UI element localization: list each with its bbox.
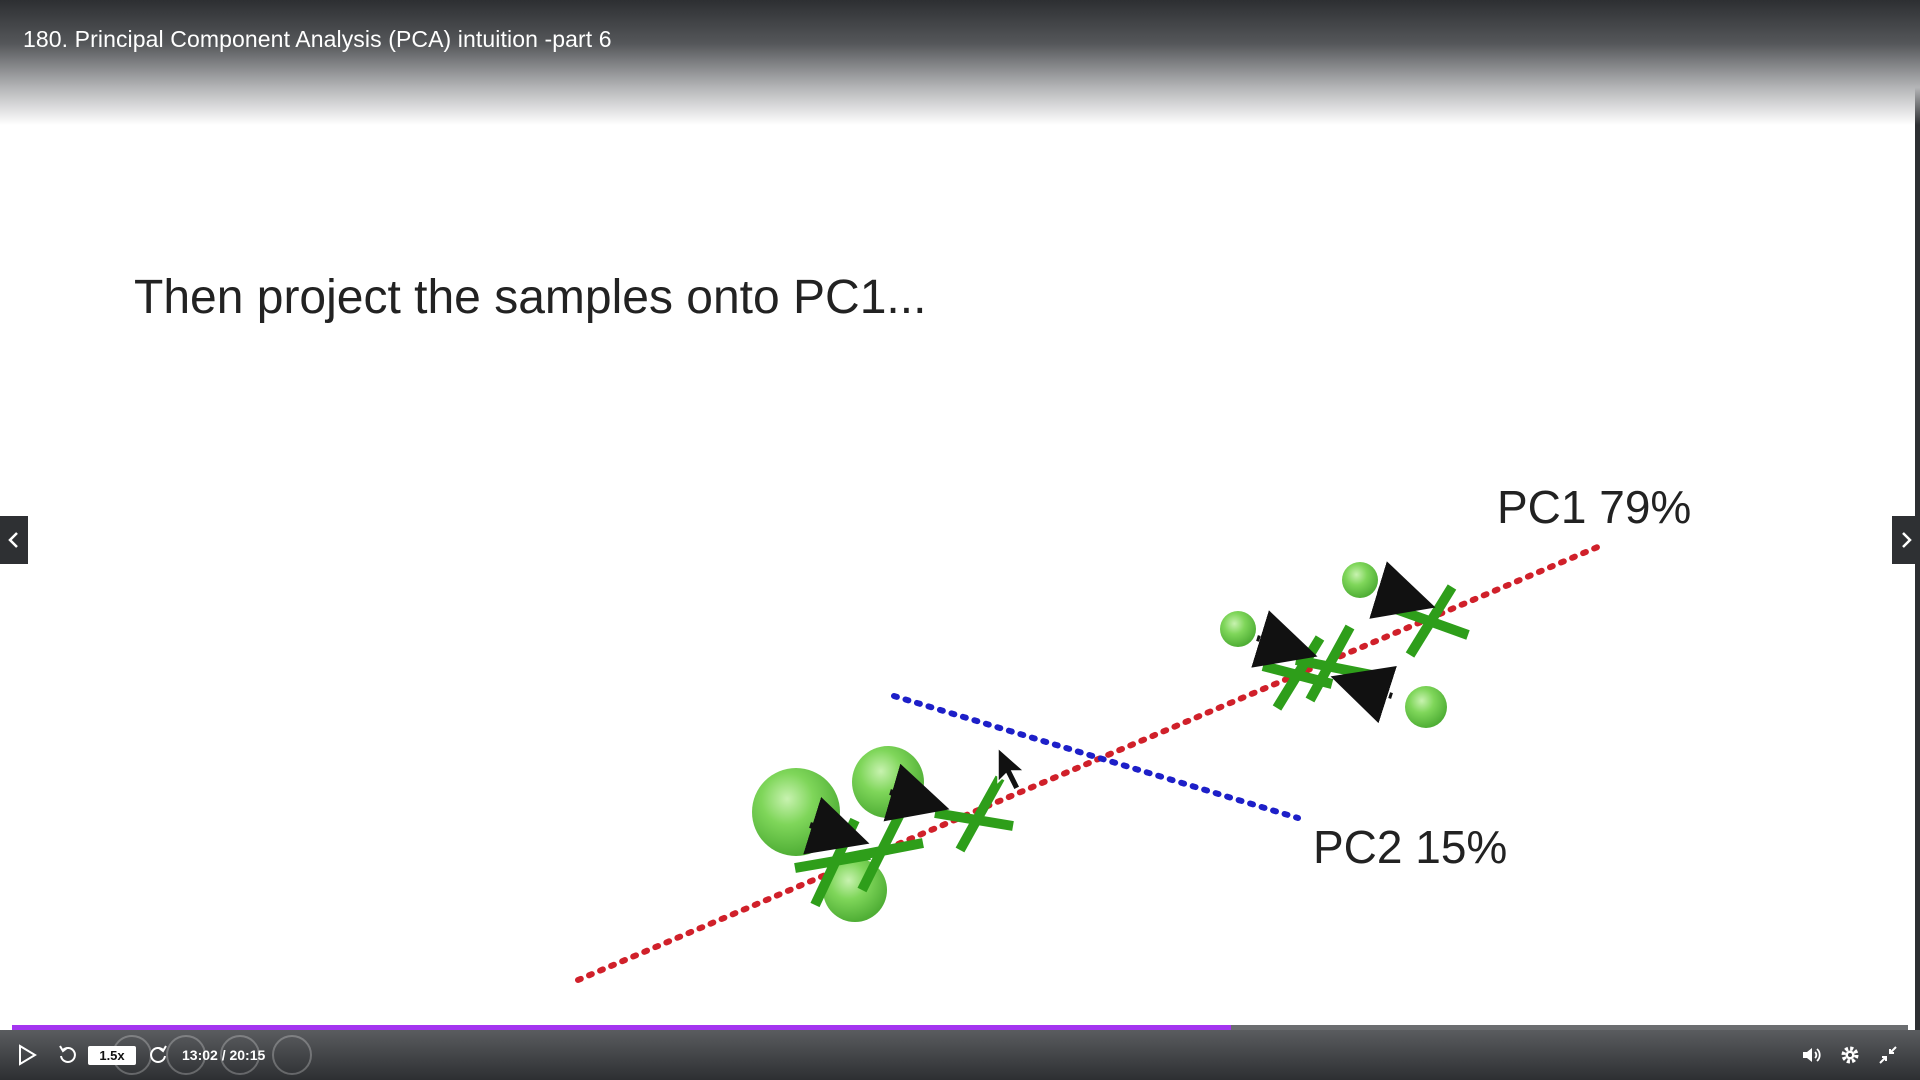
playback-speed-button[interactable]: 1.5x [88,1046,136,1065]
play-button[interactable] [12,1030,42,1080]
progress-bar[interactable] [12,1025,1908,1030]
player-controls: 1.5x 13:02 / 20:15 [0,1030,1920,1080]
slide-heading: Then project the samples onto PC1... [134,271,927,324]
projection-arrow [803,797,870,855]
volume-icon [1803,1048,1821,1062]
chevron-right-icon [1902,532,1912,548]
projected-point [934,775,1014,853]
sample-point [1342,562,1378,598]
title-bar [0,0,1920,125]
projected-point [1391,584,1470,658]
settings-button[interactable] [1836,1030,1864,1080]
gear-icon [1841,1046,1859,1064]
pc1-axis-line [575,543,1603,983]
pc2-label: PC2 15% [1313,821,1508,873]
sample-point [852,746,924,818]
sample-point [752,768,840,856]
pc2-axis-line [891,693,1301,821]
forward-icon [150,1045,167,1063]
rewind-icon [59,1045,76,1063]
previous-lecture-button[interactable] [0,516,28,564]
next-lecture-button[interactable] [1892,516,1920,564]
progress-fill [12,1025,1232,1030]
play-icon [19,1044,37,1066]
time-display: 13:02 / 20:15 [182,1047,266,1063]
ghost-control [272,1035,312,1075]
projection-arrow [1330,666,1397,724]
exit-fullscreen-icon [1879,1046,1897,1064]
volume-button[interactable] [1798,1030,1826,1080]
sample-point [1405,686,1447,728]
video-title: 180. Principal Component Analysis (PCA) … [23,26,612,52]
rewind-button[interactable] [54,1030,82,1080]
sample-point [1220,611,1256,647]
projected-point [844,807,924,893]
chevron-left-icon [8,532,18,548]
mouse-cursor [997,746,1026,792]
projection-arrow [883,763,950,822]
pc1-label: PC1 79% [1497,481,1692,533]
ghost-control [220,1035,260,1075]
forward-button[interactable] [144,1030,172,1080]
projection-arrow [1369,561,1436,619]
projection-arrow [1251,610,1318,668]
exit-fullscreen-button[interactable] [1874,1030,1902,1080]
ghost-control [166,1035,206,1075]
